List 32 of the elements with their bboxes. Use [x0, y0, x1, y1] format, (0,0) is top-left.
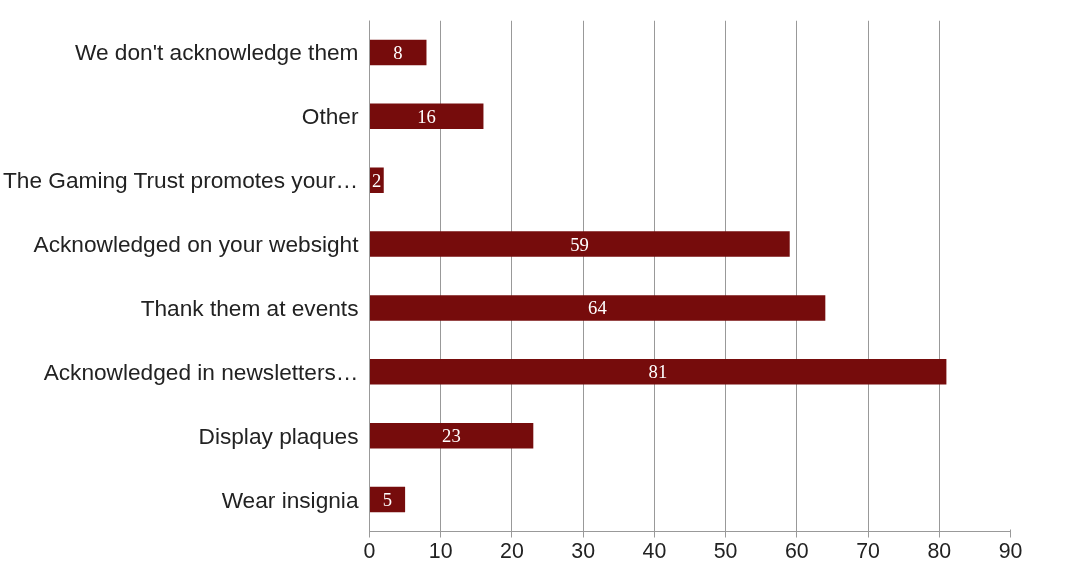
x-tick-label: 90	[998, 538, 1023, 563]
x-tick-label: 10	[428, 538, 453, 563]
y-tick-label: Other	[301, 103, 359, 130]
x-tick-label: 0	[363, 538, 376, 563]
x-tick-label: 50	[713, 538, 738, 563]
y-tick-label: Acknowledged on your websight	[33, 231, 360, 258]
y-tick-label: We don't acknowledge them	[75, 39, 359, 66]
x-tick-label: 60	[784, 538, 809, 563]
data-label: 81	[648, 361, 668, 383]
bar	[369, 39, 427, 66]
data-label: 23	[442, 425, 461, 447]
y-tick-label: Acknowledged in newsletters…	[43, 358, 359, 385]
data-label: 64	[588, 297, 608, 319]
data-label: 5	[382, 489, 392, 511]
bar	[369, 103, 484, 130]
y-tick-label: Display plaques	[198, 422, 359, 449]
x-tick-label: 80	[927, 538, 952, 563]
x-tick-label: 30	[571, 538, 596, 563]
x-tick-label: 40	[642, 538, 667, 563]
data-label: 16	[417, 105, 436, 127]
y-tick-label: The Gaming Trust promotes your…	[3, 167, 359, 194]
data-label: 2	[371, 169, 382, 191]
bar	[369, 231, 790, 257]
bar	[369, 359, 947, 385]
bar	[369, 422, 534, 449]
data-label: 59	[570, 233, 589, 255]
data-label: 8	[393, 41, 403, 63]
x-tick-label: 20	[500, 538, 524, 563]
y-tick-label: Thank them at events	[140, 294, 359, 321]
y-tick-label: Wear insignia	[221, 486, 359, 513]
bar	[369, 295, 826, 321]
x-tick-label: 70	[856, 538, 881, 563]
